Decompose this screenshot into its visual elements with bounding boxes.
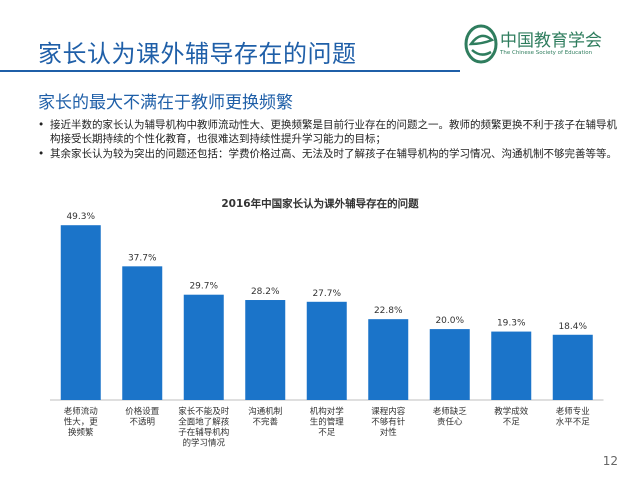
bullet-icon: • [38,119,45,131]
category-label: 老师缺乏责任心 [433,406,468,428]
bullet-icon: • [38,148,45,160]
category-label: 老师专业水平不足 [556,406,591,428]
bar [491,331,532,400]
bar-value-label: 27.7% [312,289,341,299]
bar [183,294,224,400]
title-divider [0,70,460,72]
bar [429,329,470,400]
bar [245,300,286,400]
page-number: 12 [602,454,618,468]
bar-value-label: 28.2% [251,287,280,297]
bar-value-label: 20.0% [435,316,464,326]
section-subtitle: 家长的最大不满在于教师更换频繁 [38,93,293,113]
bar [552,334,593,400]
bar-value-label: 49.3% [66,212,95,222]
bar-value-label: 19.3% [497,319,526,329]
category-label: 沟通机制不完善 [248,406,282,428]
category-label: 老师流动性大，更换频繁 [64,406,99,438]
bar [368,319,409,400]
bar [60,225,101,400]
bullet-list: • 接近半数的家长认为辅导机构中教师流动性大、更换频繁是目前行业存在的问题之一。… [38,118,618,162]
bar-value-label: 37.7% [128,253,157,263]
category-label: 课程内容不够有针对性 [371,406,406,438]
bar [122,266,163,400]
bar [306,301,347,400]
bullet-text: 接近半数的家长认为辅导机构中教师流动性大、更换频繁是目前行业存在的问题之一。教师… [50,119,617,145]
page-title: 家长认为课外辅导存在的问题 [38,40,357,68]
bar-value-label: 22.8% [374,306,403,316]
logo: 中国教育学会 The Chinese Society of Education [462,18,632,78]
logo-text-en: The Chinese Society of Education [500,50,593,56]
society-logo-icon [464,24,498,64]
bullet-text: 其余家长认为较为突出的问题还包括：学费价格过高、无法及时了解孩子在辅导机构的学习… [50,148,617,160]
logo-text-cn: 中国教育学会 [500,31,602,51]
category-label: 机构对学生的管理不足 [310,406,345,438]
chart-title: 2016年中国家长认为课外辅导存在的问题 [221,198,419,210]
category-label: 家长不能及时全面地了解孩子在辅导机构的学习情况 [178,406,230,449]
bar-value-label: 18.4% [558,322,587,332]
bullet-item: • 其余家长认为较为突出的问题还包括：学费价格过高、无法及时了解孩子在辅导机构的… [38,147,618,161]
bar-value-label: 29.7% [189,282,218,292]
bullet-item: • 接近半数的家长认为辅导机构中教师流动性大、更换频繁是目前行业存在的问题之一。… [38,118,618,146]
category-label: 教学成效不足 [494,406,529,428]
category-label: 价格设置不透明 [125,406,160,428]
